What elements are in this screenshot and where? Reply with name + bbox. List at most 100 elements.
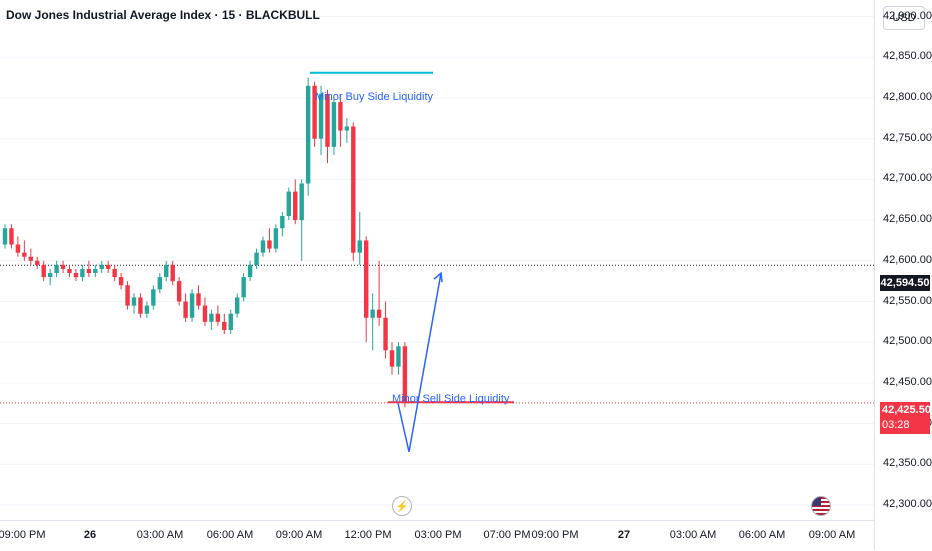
- candle-body: [112, 268, 117, 278]
- currency-selector[interactable]: USD: [883, 6, 925, 30]
- price-tick-label: 42,750.00: [883, 131, 932, 144]
- price-tick-label: 42,800.00: [883, 91, 932, 103]
- candle-body: [86, 268, 92, 274]
- time-tick-label: 09:00 AM: [275, 529, 323, 541]
- candle-body: [176, 281, 182, 302]
- candle-body: [254, 252, 259, 265]
- candle-body: [273, 228, 279, 249]
- price-tick-label: 42,600.00: [883, 253, 932, 266]
- candle-body: [28, 256, 33, 261]
- time-tick-label: 03:00 AM: [669, 529, 717, 541]
- candle-body: [2, 228, 8, 245]
- time-tick-label: 09:00 AM: [808, 529, 856, 541]
- time-tick-label: 06:00 AM: [738, 529, 786, 541]
- price-tick-label: 42,450.00: [883, 375, 932, 388]
- price-tick-label: 42,500.00: [883, 335, 932, 348]
- lightning-icon[interactable]: ⚡: [392, 496, 412, 516]
- candle-body: [118, 277, 124, 286]
- candle-body: [305, 85, 311, 184]
- last-price-tag: 42,425.50 03:28: [880, 402, 931, 434]
- candle-body: [202, 305, 208, 322]
- candle-body: [331, 102, 337, 147]
- candle-body: [247, 264, 253, 278]
- candle-body: [215, 313, 221, 322]
- time-tick-label: 26: [83, 529, 97, 541]
- time-tick-label: 06:00 AM: [206, 529, 254, 541]
- candle-body: [15, 244, 21, 253]
- price-tick-label: 42,300.00: [883, 498, 932, 510]
- candle-body: [364, 240, 369, 318]
- candle-body: [164, 264, 169, 278]
- candle-body: [99, 264, 104, 269]
- price-tick-label: 42,900.00: [883, 9, 932, 22]
- candle-body: [299, 183, 304, 221]
- projection-arrowhead: [433, 271, 443, 283]
- projection-path: [397, 273, 442, 453]
- price-tick-label: 42,700.00: [883, 172, 932, 185]
- candle-body: [125, 285, 130, 306]
- candle-body: [106, 264, 111, 269]
- candle-body: [209, 313, 214, 322]
- candle-body: [67, 268, 72, 274]
- time-tick-label: 09:00 PM: [531, 529, 579, 541]
- candle-body: [260, 240, 266, 253]
- candle-body: [376, 309, 382, 318]
- candle-body: [170, 264, 175, 282]
- candle-body: [338, 102, 343, 131]
- candle-body: [318, 93, 324, 139]
- price-tick-label: 42,550.00: [883, 294, 932, 307]
- candle-body: [389, 350, 395, 367]
- time-tick-label: 07:00 PM: [483, 529, 531, 541]
- time-tick-label: 09:00 PM: [0, 529, 46, 541]
- candle-body: [73, 273, 79, 278]
- candle-body: [402, 346, 408, 404]
- candle-body: [325, 93, 330, 147]
- candle-body: [131, 297, 137, 306]
- candle-body: [196, 293, 201, 306]
- candle-body: [396, 346, 401, 367]
- candle-body: [93, 268, 98, 274]
- candle-body: [151, 289, 156, 306]
- candle-body: [235, 297, 240, 314]
- time-tick-label: 03:00 PM: [414, 529, 462, 541]
- candle-body: [383, 317, 388, 351]
- price-axis[interactable]: USD 42,900.00 42,850.00 42,800.00 42,750.00…: [874, 0, 932, 550]
- chart-area[interactable]: Dow Jones Industrial Average Index · 15 …: [0, 0, 874, 520]
- candle-body: [222, 321, 227, 330]
- candle-body: [241, 277, 246, 298]
- chart-title: Dow Jones Industrial Average Index · 15 …: [6, 8, 320, 22]
- candle-body: [35, 260, 40, 265]
- candle-body: [189, 293, 195, 318]
- time-axis[interactable]: 09:00 PM 26 03:00 AM 06:00 AM 09:00 AM 12:00 …: [0, 520, 874, 551]
- candle-body: [47, 273, 53, 278]
- candle-body: [370, 309, 375, 318]
- candle-body: [144, 305, 150, 314]
- candle-body: [9, 228, 14, 245]
- time-tick-label: 03:00 AM: [136, 529, 184, 541]
- candlestick-chart[interactable]: [0, 0, 874, 520]
- candle-body: [157, 277, 162, 290]
- sell-side-liquidity-label[interactable]: Minor Sell Side Liquidity: [392, 393, 510, 405]
- bar-countdown: 03:28: [882, 419, 910, 431]
- price-tick-label: 42,850.00: [883, 50, 932, 63]
- candle-body: [312, 85, 317, 139]
- candle-body: [60, 264, 66, 269]
- candle-body: [293, 191, 298, 221]
- last-price-value: 42,425.50: [882, 404, 931, 416]
- candle-body: [286, 191, 291, 217]
- price-tick-label: 42,650.00: [883, 213, 932, 226]
- us-flag-icon[interactable]: [811, 496, 831, 516]
- buy-side-liquidity-label[interactable]: Minor Buy Side Liquidity: [315, 91, 434, 103]
- candle-body: [228, 313, 233, 330]
- candle-body: [80, 268, 85, 278]
- price-tick-label: 42,350.00: [883, 457, 932, 470]
- candle-body: [41, 264, 46, 278]
- candle-body: [357, 240, 362, 253]
- time-tick-label: 27: [617, 529, 631, 541]
- candle-body: [183, 301, 188, 318]
- current-price-tag: 42,594.50: [880, 275, 930, 291]
- candle-body: [138, 297, 143, 314]
- candle-body: [267, 240, 272, 249]
- candle-body: [22, 252, 27, 257]
- candle-body: [344, 126, 350, 131]
